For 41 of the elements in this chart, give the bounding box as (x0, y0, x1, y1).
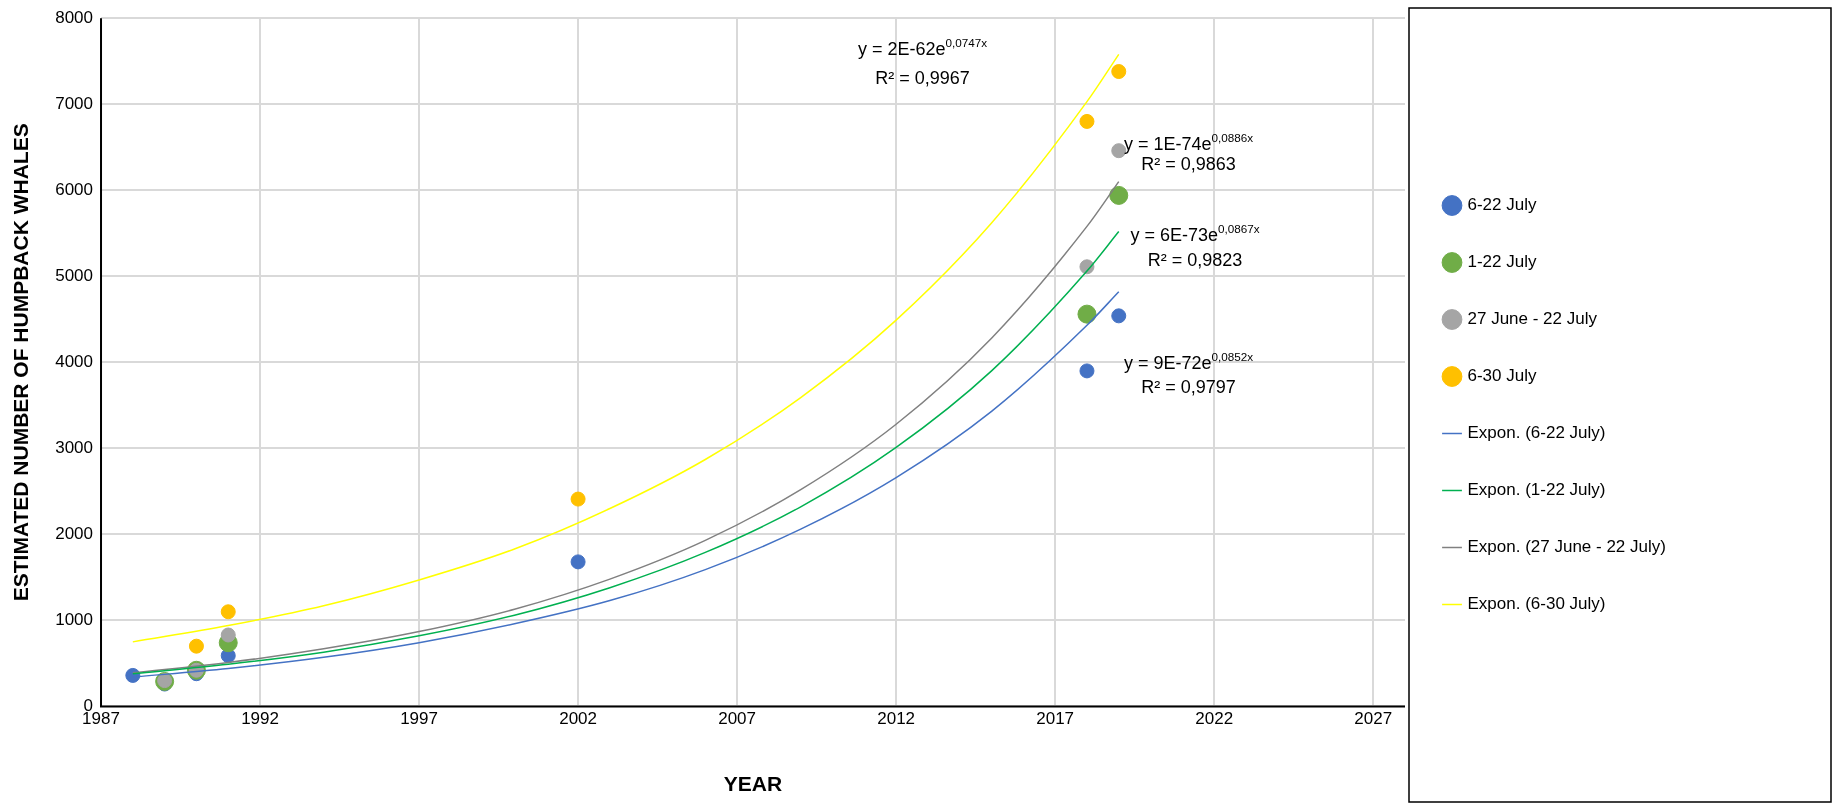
x-tick-label: 2002 (559, 709, 597, 729)
y-tick-label: 4000 (55, 351, 94, 371)
x-tick-label: 2027 (1354, 709, 1393, 729)
annotation: R² = 0,9823 (1147, 250, 1243, 271)
point (570, 554, 586, 570)
x-tick-label: 1997 (400, 709, 438, 729)
y-axis-title: ESTIMATED NUMBER OF HUMPBACK WHALES (9, 123, 33, 602)
y-tick-label: 8000 (55, 7, 94, 27)
point (1079, 363, 1095, 379)
legend-label: 1-22 July (1467, 252, 1537, 272)
legend-label: 6-30 July (1467, 366, 1537, 386)
x-axis-title: YEAR (723, 772, 783, 796)
point (220, 604, 236, 620)
point (1111, 308, 1127, 324)
x-tick-label: 2012 (877, 709, 916, 729)
x-tick-label: 2017 (1036, 709, 1075, 729)
y-tick-label: 3000 (55, 438, 94, 458)
x-tick-label: 1992 (241, 709, 279, 729)
legend-label: Expon. (1-22 July) (1467, 480, 1606, 500)
y-tick-label: 5000 (55, 265, 94, 285)
point (1109, 185, 1129, 205)
annotation: R² = 0,9863 (1141, 154, 1236, 175)
x-tick-label: 2022 (1195, 709, 1234, 729)
legend-label: Expon. (27 June - 22 July) (1467, 537, 1666, 557)
legend-label: Expon. (6-30 July) (1467, 594, 1606, 614)
annotation: R² = 0,9967 (875, 67, 970, 88)
y-tick-label: 1000 (55, 610, 94, 630)
annotation: R² = 0,9797 (1141, 376, 1236, 397)
y-tick-label: 6000 (55, 179, 94, 199)
point (1077, 304, 1097, 324)
y-tick-label: 7000 (55, 93, 94, 113)
point (220, 627, 236, 643)
legend-label: 27 June - 22 July (1467, 309, 1598, 329)
legend-label: 6-22 July (1467, 195, 1537, 215)
point (570, 491, 586, 507)
x-tick-label: 2007 (718, 709, 757, 729)
point (1079, 113, 1095, 129)
y-tick-label: 2000 (55, 524, 94, 544)
point (1111, 64, 1127, 80)
point (188, 638, 204, 654)
legend-label: Expon. (6-22 July) (1467, 423, 1606, 443)
